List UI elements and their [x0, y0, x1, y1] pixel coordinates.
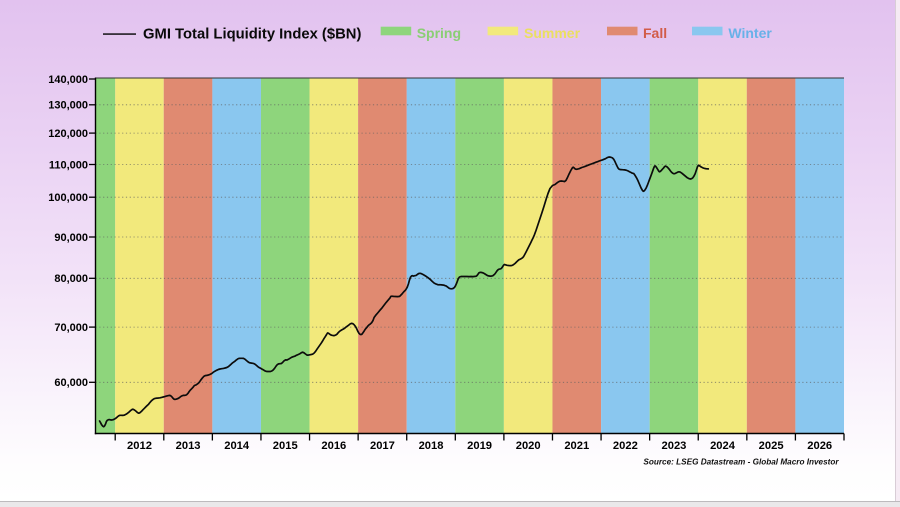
svg-text:60,000: 60,000	[54, 377, 88, 389]
svg-text:2015: 2015	[273, 440, 298, 452]
svg-text:70,000: 70,000	[54, 322, 88, 334]
svg-text:2023: 2023	[662, 440, 687, 452]
svg-text:2012: 2012	[127, 440, 152, 452]
svg-text:2014: 2014	[224, 440, 250, 452]
svg-text:2017: 2017	[370, 440, 395, 452]
svg-text:Spring: Spring	[417, 25, 461, 41]
svg-text:80,000: 80,000	[54, 273, 88, 285]
svg-text:130,000: 130,000	[48, 100, 88, 112]
svg-text:90,000: 90,000	[54, 232, 88, 244]
svg-text:2020: 2020	[516, 440, 541, 452]
svg-text:2026: 2026	[807, 440, 832, 452]
svg-text:140,000: 140,000	[48, 74, 88, 86]
svg-text:100,000: 100,000	[48, 192, 88, 204]
svg-text:2025: 2025	[759, 440, 784, 452]
svg-text:2013: 2013	[176, 440, 201, 452]
svg-text:2016: 2016	[321, 440, 346, 452]
svg-text:Source: LSEG Datastream - Glob: Source: LSEG Datastream - Global Macro I…	[643, 458, 839, 467]
svg-text:GMI Total Liquidity Index ($BN: GMI Total Liquidity Index ($BN)	[143, 27, 361, 43]
svg-text:Summer: Summer	[524, 25, 581, 41]
svg-text:2018: 2018	[419, 440, 444, 452]
svg-text:2019: 2019	[467, 440, 492, 452]
svg-text:120,000: 120,000	[48, 128, 88, 140]
svg-text:2024: 2024	[710, 440, 736, 452]
svg-text:Winter: Winter	[728, 25, 772, 41]
svg-text:2022: 2022	[613, 440, 638, 452]
svg-text:110,000: 110,000	[49, 159, 88, 171]
svg-text:Fall: Fall	[643, 25, 667, 41]
svg-text:2021: 2021	[564, 440, 589, 452]
